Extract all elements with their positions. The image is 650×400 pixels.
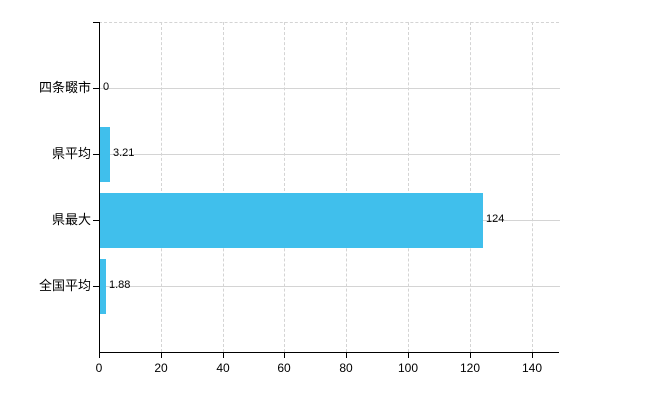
value-label: 1.88 (109, 279, 131, 291)
x-tick (470, 352, 471, 358)
x-tick (408, 352, 409, 358)
v-gridline (470, 22, 471, 352)
x-tick (161, 352, 162, 358)
y-tick (93, 22, 99, 23)
v-gridline (346, 22, 347, 352)
category-label: 県平均 (51, 146, 91, 161)
x-tick-label: 140 (521, 361, 543, 375)
value-label: 124 (486, 213, 505, 225)
plot-top-border (99, 22, 559, 23)
category-label: 四条畷市 (38, 80, 91, 95)
x-tick-label: 20 (154, 361, 168, 375)
x-tick-label: 40 (216, 361, 230, 375)
category-label: 全国平均 (38, 278, 91, 293)
x-tick (346, 352, 347, 358)
x-axis-line (99, 352, 559, 353)
x-tick (284, 352, 285, 358)
h-gridline (100, 88, 560, 89)
h-gridline (100, 286, 560, 287)
bar (100, 193, 483, 248)
bar (100, 127, 110, 182)
value-label: 0 (103, 81, 110, 93)
x-tick-label: 80 (339, 361, 353, 375)
y-tick (93, 286, 99, 287)
y-tick (93, 88, 99, 89)
x-tick (223, 352, 224, 358)
v-gridline (223, 22, 224, 352)
x-tick (99, 352, 100, 358)
y-axis-line (99, 22, 100, 353)
x-tick-label: 0 (95, 361, 103, 375)
x-tick-label: 60 (277, 361, 291, 375)
v-gridline (532, 22, 533, 352)
h-gridline (100, 154, 560, 155)
x-tick-label: 100 (397, 361, 419, 375)
v-gridline (284, 22, 285, 352)
value-label: 3.21 (113, 147, 135, 159)
category-label: 県最大 (51, 212, 91, 227)
x-tick (532, 352, 533, 358)
y-tick (93, 154, 99, 155)
bar (100, 259, 106, 314)
x-tick-label: 120 (459, 361, 481, 375)
v-gridline (408, 22, 409, 352)
y-tick (93, 220, 99, 221)
v-gridline (161, 22, 162, 352)
